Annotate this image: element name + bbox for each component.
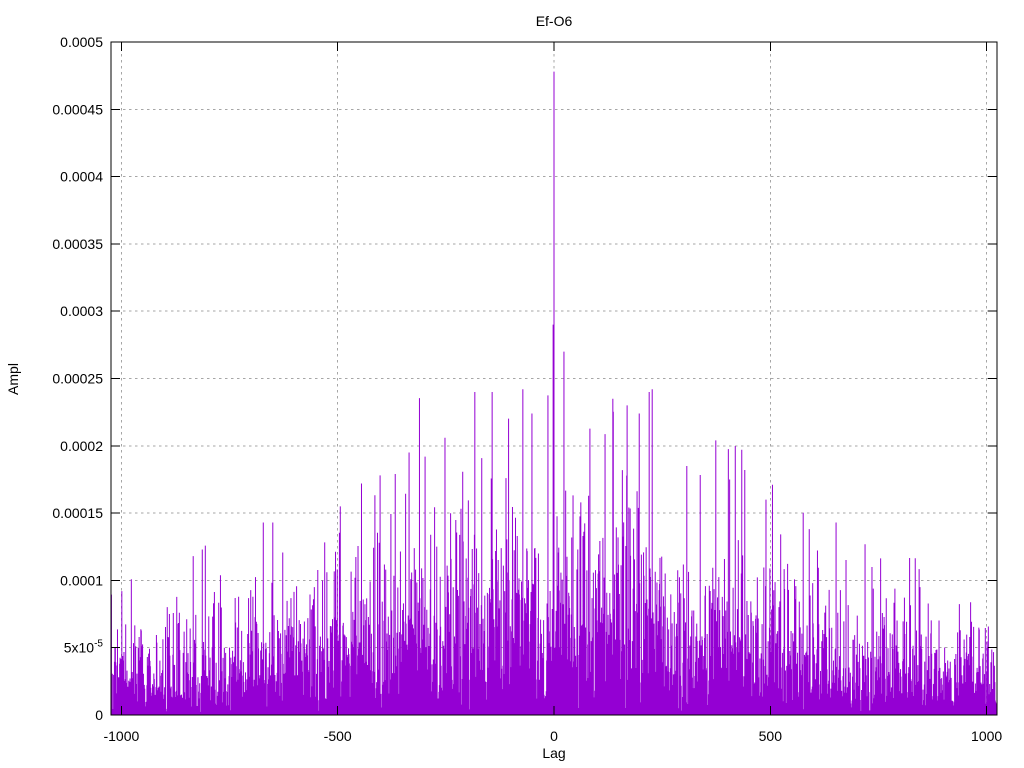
y-tick-label: 0.0003 [60,303,103,319]
y-tick-label: 0.00045 [52,101,103,117]
y-tick-label: 0.00035 [52,236,103,252]
tick-marks [111,41,997,716]
x-tick-label: -1000 [103,728,139,744]
x-tick-label: 0 [550,728,558,744]
x-tick-label: 500 [759,728,783,744]
impulse-series [110,71,998,715]
y-tick-label: 0 [95,707,103,723]
y-tick-label: 0.0001 [60,572,103,588]
y-tick-label: 0.00015 [52,505,103,521]
y-tick-label: 5x10-5 [64,639,104,656]
y-tick-label: 0.0004 [60,169,103,185]
tick-labels: -1000 -500 0 500 1000 0 5x10-5 0.0001 0.00015 0.0… [52,34,1002,744]
y-tick-label: 0.00025 [52,371,103,387]
x-axis-label: Lag [542,745,566,761]
x-tick-label: 1000 [971,728,1002,744]
y-tick-label: 0.0005 [60,34,103,50]
chart-title: Ef-O6 [535,13,573,29]
x-tick-label: -500 [324,728,352,744]
y-tick-label: 0.0002 [60,438,103,454]
